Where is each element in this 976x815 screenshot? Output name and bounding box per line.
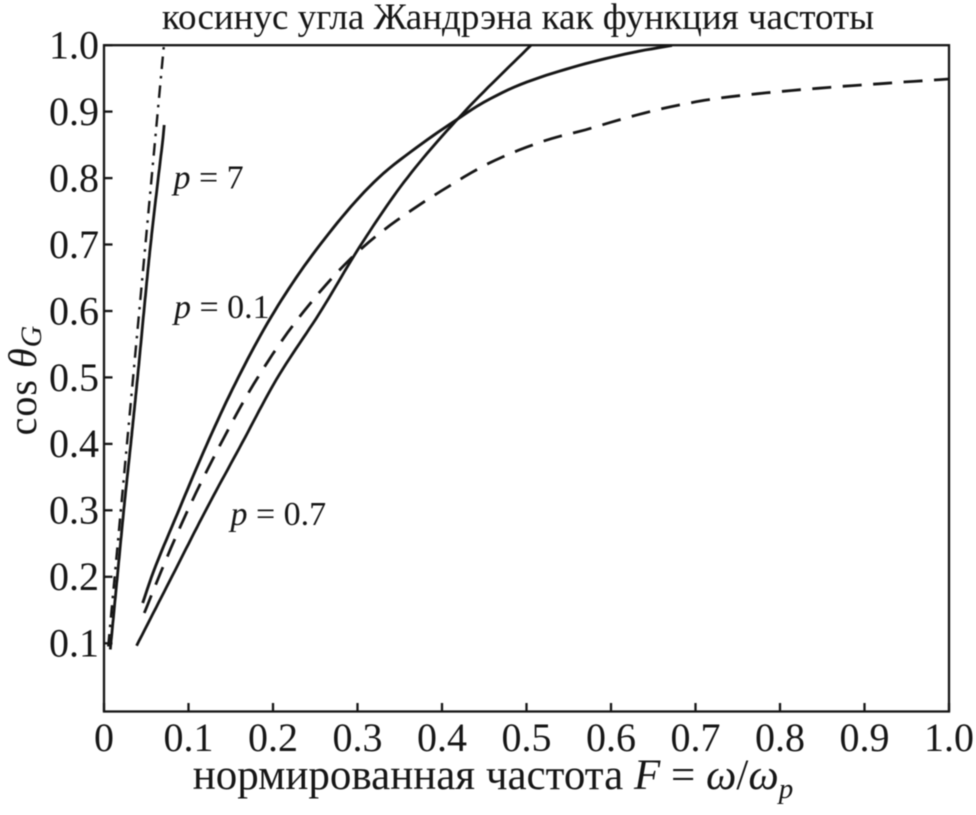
svg-text:0.4: 0.4 <box>49 421 99 466</box>
svg-text:0.7: 0.7 <box>671 715 721 760</box>
svg-text:p = 0.1: p = 0.1 <box>172 289 270 326</box>
svg-text:0.5: 0.5 <box>49 355 99 400</box>
svg-text:1.0: 1.0 <box>924 715 974 760</box>
svg-text:0.9: 0.9 <box>49 89 99 134</box>
svg-text:0.8: 0.8 <box>49 155 99 200</box>
svg-text:1.0: 1.0 <box>49 23 99 68</box>
svg-text:0.6: 0.6 <box>49 288 99 333</box>
svg-text:p = 7: p = 7 <box>172 160 244 197</box>
svg-text:0.3: 0.3 <box>49 488 99 533</box>
svg-text:0: 0 <box>94 715 114 760</box>
svg-text:0.9: 0.9 <box>840 715 890 760</box>
svg-text:косинус угла Жандрэна как функ: косинус угла Жандрэна как функция частот… <box>162 0 874 38</box>
svg-text:0.2: 0.2 <box>49 554 99 599</box>
svg-text:0.6: 0.6 <box>586 715 636 760</box>
svg-text:0.1: 0.1 <box>164 715 214 760</box>
svg-text:0.7: 0.7 <box>49 222 99 267</box>
svg-text:0.3: 0.3 <box>333 715 383 760</box>
svg-text:0.2: 0.2 <box>248 715 298 760</box>
svg-text:0.5: 0.5 <box>502 715 552 760</box>
svg-text:0.4: 0.4 <box>417 715 467 760</box>
svg-text:0.1: 0.1 <box>49 621 99 666</box>
svg-text:нормированная частота F = ω/ωp: нормированная частота F = ω/ωp <box>193 752 793 805</box>
svg-text:0.8: 0.8 <box>755 715 805 760</box>
svg-text:cos θG: cos θG <box>0 325 48 436</box>
svg-text:p = 0.7: p = 0.7 <box>229 496 327 533</box>
